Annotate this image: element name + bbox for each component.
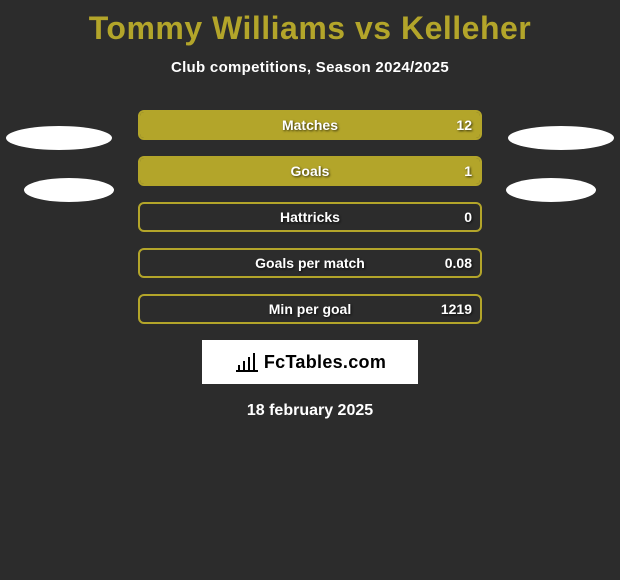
stat-label: Min per goal xyxy=(269,301,351,317)
stat-value-right: 12 xyxy=(456,117,472,133)
stat-row: Matches 12 xyxy=(138,110,482,140)
stat-value-right: 0 xyxy=(464,209,472,225)
stat-value-right: 1219 xyxy=(441,301,472,317)
stat-label: Hattricks xyxy=(280,209,340,225)
stat-value-right: 1 xyxy=(464,163,472,179)
page-title: Tommy Williams vs Kelleher xyxy=(0,0,620,47)
stat-row: Goals 1 xyxy=(138,156,482,186)
stat-row: Goals per match 0.08 xyxy=(138,248,482,278)
brand-badge[interactable]: FcTables.com xyxy=(202,340,418,384)
brand-text: FcTables.com xyxy=(264,352,386,373)
bar-chart-icon xyxy=(234,351,260,373)
stats-container: Matches 12 Goals 1 Hattricks 0 Goals per match… xyxy=(0,110,620,324)
stat-label: Goals per match xyxy=(255,255,365,271)
stat-row: Hattricks 0 xyxy=(138,202,482,232)
subtitle: Club competitions, Season 2024/2025 xyxy=(0,59,620,76)
stat-value-right: 0.08 xyxy=(445,255,472,271)
date-text: 18 february 2025 xyxy=(0,402,620,420)
stat-row: Min per goal 1219 xyxy=(138,294,482,324)
stat-label: Goals xyxy=(291,163,330,179)
stat-label: Matches xyxy=(282,117,338,133)
